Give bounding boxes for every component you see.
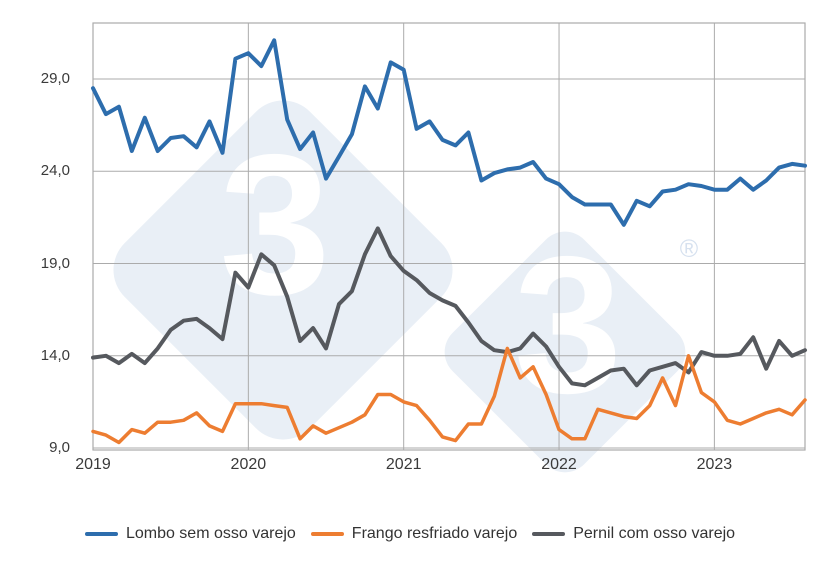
legend-item-frango: Frango resfriado varejo <box>310 525 518 543</box>
watermark-digit-left: 3 <box>219 114 330 337</box>
legend-item-lombo: Lombo sem osso varejo <box>84 525 296 543</box>
x-tick-label: 2020 <box>230 456 267 473</box>
watermark-registered-icon: ® <box>680 235 699 263</box>
legend-item-pernil: Pernil com osso varejo <box>532 525 735 543</box>
legend-swatch-pernil <box>532 532 566 536</box>
y-tick-label: 19,0 <box>40 254 70 272</box>
y-tick-label: 14,0 <box>40 346 70 364</box>
plot-canvas: 3 3 ® <box>91 22 807 473</box>
y-tick-label: 24,0 <box>40 162 70 180</box>
legend-label-pernil: Pernil com osso varejo <box>573 525 736 542</box>
watermark-digit-right: 3 <box>514 216 622 434</box>
series-line-frango <box>91 346 807 445</box>
x-tick-label: 2023 <box>696 456 733 473</box>
legend: Lombo sem osso varejo Frango resfriado v… <box>0 525 820 543</box>
y-tick-label: 9,0 <box>49 439 70 456</box>
legend-swatch-lombo <box>84 532 118 536</box>
series-line-lombo <box>91 38 807 227</box>
watermark-diamond-left <box>113 100 453 440</box>
x-tick-label: 2019 <box>75 456 111 473</box>
legend-label-lombo: Lombo sem osso varejo <box>125 525 296 542</box>
x-tick-label: 2022 <box>541 456 577 473</box>
watermark-diamond-right <box>444 231 686 473</box>
legend-swatch-frango <box>310 532 344 536</box>
legend-label-frango: Frango resfriado varejo <box>351 525 518 542</box>
x-tick-label: 2021 <box>385 456 422 473</box>
y-tick-label: 29,0 <box>40 70 70 87</box>
plot-frame <box>92 22 806 451</box>
